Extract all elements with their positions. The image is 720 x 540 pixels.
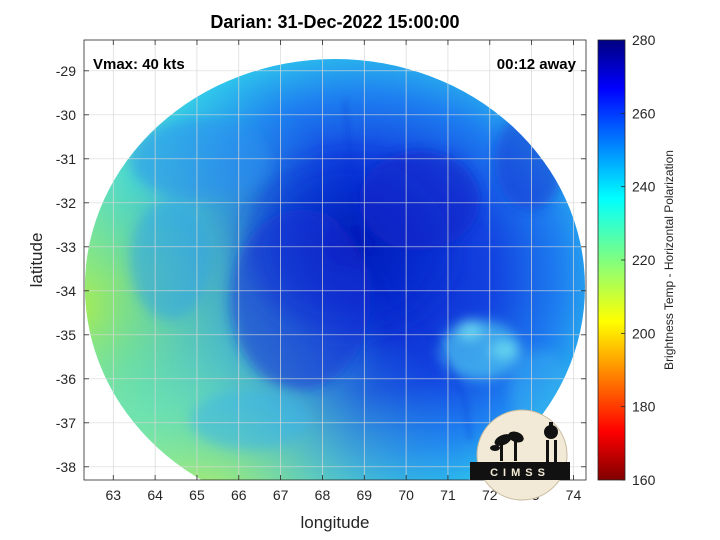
cimss-logo: CIMSS	[470, 409, 570, 501]
colorbar-tick-label: 240	[632, 179, 656, 195]
x-tick-label: 72	[482, 487, 498, 503]
colorbar-gradient	[597, 39, 626, 481]
colorbar-tick-label: 280	[632, 32, 656, 48]
x-axis-label: longitude	[300, 513, 369, 532]
grid-lines	[84, 40, 586, 480]
x-tick-label: 65	[189, 487, 205, 503]
x-tick-label: 66	[231, 487, 247, 503]
y-tick-label: -34	[56, 283, 76, 299]
x-tick-label: 67	[273, 487, 289, 503]
time-away-annotation: 00:12 away	[497, 56, 577, 73]
y-tick-label: -30	[56, 107, 76, 123]
colorbar-label: Brightness Temp - Horizontal Polarizatio…	[662, 150, 676, 370]
x-tick-label: 70	[398, 487, 414, 503]
y-tick-label: -35	[56, 327, 76, 343]
colorbar-tick-label: 200	[632, 325, 656, 341]
y-axis-ticks: -29 -30 -31 -32 -33 -34 -35 -36 -37 -38	[56, 63, 586, 475]
colorbar: 280 260 240 220 200 180 160 Brightness Temp - …	[597, 32, 676, 488]
y-axis-label: latitude	[27, 233, 46, 288]
y-tick-label: -31	[56, 151, 76, 167]
plot-title: Darian: 31-Dec-2022 15:00:00	[210, 12, 460, 32]
colorbar-tick-label: 260	[632, 105, 656, 121]
x-tick-label: 71	[440, 487, 456, 503]
vmax-annotation: Vmax: 40 kts	[93, 56, 185, 73]
y-tick-label: -38	[56, 459, 76, 475]
colorbar-tick-label: 160	[632, 472, 656, 488]
colorbar-tick-label: 180	[632, 399, 656, 415]
y-tick-label: -36	[56, 371, 76, 387]
x-tick-label: 63	[105, 487, 121, 503]
x-tick-label: 69	[356, 487, 372, 503]
x-tick-label: 64	[147, 487, 163, 503]
x-tick-label: 74	[566, 487, 582, 503]
y-tick-label: -29	[56, 63, 76, 79]
colorbar-ticks: 280 260 240 220 200 180 160	[621, 32, 656, 488]
y-tick-label: -37	[56, 415, 76, 431]
colorbar-tick-label: 220	[632, 252, 656, 268]
y-tick-label: -32	[56, 195, 76, 211]
cimss-logo-text: CIMSS	[490, 467, 550, 479]
axes-frame	[83, 39, 587, 481]
y-tick-label: -33	[56, 239, 76, 255]
x-tick-label: 68	[315, 487, 331, 503]
